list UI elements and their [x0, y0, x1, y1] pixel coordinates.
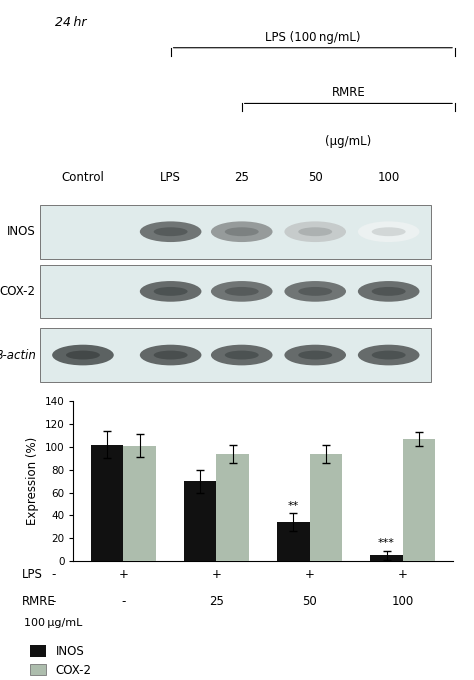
- Text: 50: 50: [308, 171, 323, 184]
- Ellipse shape: [298, 287, 332, 296]
- Text: +: +: [211, 568, 221, 581]
- Text: ***: ***: [378, 539, 395, 549]
- Bar: [277, 522, 310, 561]
- Bar: [40, 205, 431, 258]
- Ellipse shape: [140, 345, 201, 365]
- Text: 100: 100: [392, 595, 414, 609]
- Ellipse shape: [358, 222, 419, 242]
- Text: LPS: LPS: [22, 568, 43, 581]
- Ellipse shape: [284, 345, 346, 365]
- Text: +: +: [398, 568, 408, 581]
- Text: 50: 50: [302, 595, 317, 609]
- Text: -: -: [121, 595, 126, 609]
- Ellipse shape: [358, 345, 419, 365]
- Ellipse shape: [140, 222, 201, 242]
- Text: RMRE: RMRE: [22, 595, 56, 609]
- Ellipse shape: [372, 287, 406, 296]
- Text: 25: 25: [209, 595, 224, 609]
- Text: +: +: [305, 568, 315, 581]
- Text: β-actin: β-actin: [0, 349, 36, 362]
- Ellipse shape: [372, 351, 406, 360]
- Ellipse shape: [140, 281, 201, 302]
- Text: (μg/mL): (μg/mL): [325, 135, 372, 148]
- Ellipse shape: [211, 345, 273, 365]
- Ellipse shape: [284, 222, 346, 242]
- Bar: [40, 265, 431, 318]
- Y-axis label: Expression (%): Expression (%): [26, 437, 39, 525]
- Bar: [40, 328, 431, 382]
- Bar: [123, 445, 156, 561]
- Bar: [217, 454, 249, 561]
- Ellipse shape: [284, 281, 346, 302]
- Ellipse shape: [225, 227, 259, 236]
- Ellipse shape: [211, 222, 273, 242]
- Ellipse shape: [372, 227, 406, 236]
- Ellipse shape: [225, 287, 259, 296]
- Text: RMRE: RMRE: [331, 86, 365, 99]
- Text: 100 μg/mL: 100 μg/mL: [24, 619, 82, 628]
- Ellipse shape: [52, 345, 114, 365]
- Bar: [310, 454, 342, 561]
- Ellipse shape: [154, 287, 188, 296]
- Legend: INOS, COX-2: INOS, COX-2: [29, 645, 91, 677]
- Text: **: **: [288, 500, 299, 511]
- Text: -: -: [51, 595, 55, 609]
- Text: INOS: INOS: [7, 225, 36, 238]
- Ellipse shape: [154, 227, 188, 236]
- Ellipse shape: [211, 281, 273, 302]
- Text: COX-2: COX-2: [0, 285, 36, 298]
- Text: LPS (100 ng/mL): LPS (100 ng/mL): [265, 31, 361, 44]
- Text: 24 hr: 24 hr: [55, 16, 87, 29]
- Text: 100: 100: [378, 171, 400, 184]
- Ellipse shape: [154, 351, 188, 360]
- Text: LPS: LPS: [160, 171, 181, 184]
- Text: +: +: [118, 568, 128, 581]
- Bar: [403, 439, 436, 561]
- Ellipse shape: [298, 351, 332, 360]
- Bar: [91, 445, 123, 561]
- Bar: [370, 556, 403, 561]
- Ellipse shape: [66, 351, 100, 360]
- Bar: [184, 481, 217, 561]
- Text: -: -: [51, 568, 55, 581]
- Text: 25: 25: [234, 171, 249, 184]
- Ellipse shape: [358, 281, 419, 302]
- Ellipse shape: [225, 351, 259, 360]
- Text: Control: Control: [62, 171, 104, 184]
- Ellipse shape: [298, 227, 332, 236]
